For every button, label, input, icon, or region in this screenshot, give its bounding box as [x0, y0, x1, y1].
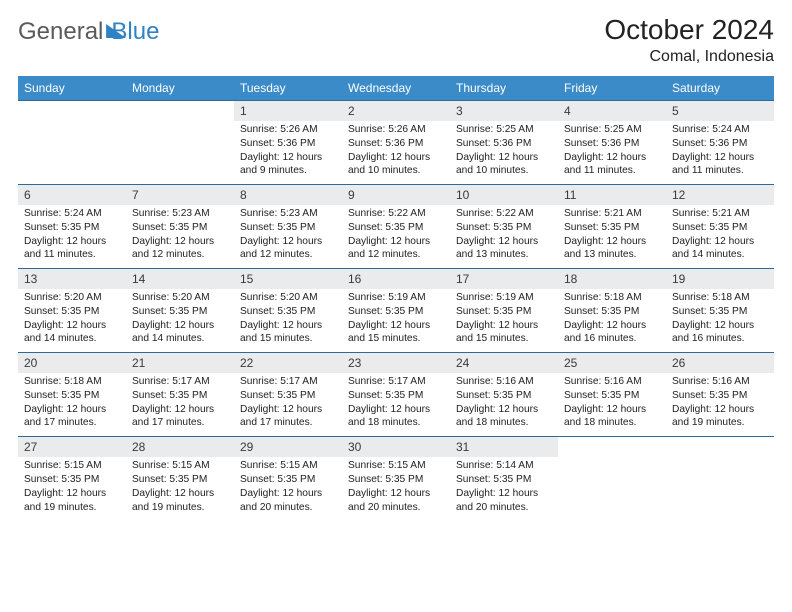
day-number: 24	[450, 353, 558, 374]
day-body-row: Sunrise: 5:24 AMSunset: 5:35 PMDaylight:…	[18, 205, 774, 269]
day-body-row: Sunrise: 5:26 AMSunset: 5:36 PMDaylight:…	[18, 121, 774, 185]
day-cell: Sunrise: 5:24 AMSunset: 5:36 PMDaylight:…	[666, 121, 774, 185]
day-cell: Sunrise: 5:18 AMSunset: 5:35 PMDaylight:…	[18, 373, 126, 437]
day-body-row: Sunrise: 5:15 AMSunset: 5:35 PMDaylight:…	[18, 457, 774, 520]
day-number: 14	[126, 269, 234, 290]
day-number: 30	[342, 437, 450, 458]
day-number-row: 2728293031	[18, 437, 774, 458]
day-cell: Sunrise: 5:17 AMSunset: 5:35 PMDaylight:…	[234, 373, 342, 437]
day-number: 15	[234, 269, 342, 290]
day-number: 25	[558, 353, 666, 374]
day-cell: Sunrise: 5:23 AMSunset: 5:35 PMDaylight:…	[234, 205, 342, 269]
day-cell: Sunrise: 5:22 AMSunset: 5:35 PMDaylight:…	[342, 205, 450, 269]
month-title: October 2024	[604, 14, 774, 46]
day-cell: Sunrise: 5:20 AMSunset: 5:35 PMDaylight:…	[234, 289, 342, 353]
day-number: 16	[342, 269, 450, 290]
day-number-row: 13141516171819	[18, 269, 774, 290]
day-number: 17	[450, 269, 558, 290]
day-header: Saturday	[666, 76, 774, 101]
day-number: 31	[450, 437, 558, 458]
logo-word1: General	[18, 18, 103, 46]
day-number: 13	[18, 269, 126, 290]
day-cell: Sunrise: 5:15 AMSunset: 5:35 PMDaylight:…	[126, 457, 234, 520]
calendar-table: SundayMondayTuesdayWednesdayThursdayFrid…	[18, 76, 774, 520]
day-cell: Sunrise: 5:23 AMSunset: 5:35 PMDaylight:…	[126, 205, 234, 269]
day-number: 1	[234, 101, 342, 122]
day-number: 2	[342, 101, 450, 122]
day-number: 6	[18, 185, 126, 206]
day-cell: Sunrise: 5:26 AMSunset: 5:36 PMDaylight:…	[234, 121, 342, 185]
day-cell	[126, 121, 234, 185]
day-number-row: 20212223242526	[18, 353, 774, 374]
day-number	[18, 101, 126, 122]
day-number: 27	[18, 437, 126, 458]
day-cell: Sunrise: 5:21 AMSunset: 5:35 PMDaylight:…	[558, 205, 666, 269]
title-block: October 2024 Comal, Indonesia	[604, 14, 774, 66]
day-cell	[558, 457, 666, 520]
day-header: Thursday	[450, 76, 558, 101]
day-cell: Sunrise: 5:21 AMSunset: 5:35 PMDaylight:…	[666, 205, 774, 269]
day-number: 26	[666, 353, 774, 374]
day-cell	[666, 457, 774, 520]
day-cell: Sunrise: 5:15 AMSunset: 5:35 PMDaylight:…	[18, 457, 126, 520]
day-header: Wednesday	[342, 76, 450, 101]
day-cell: Sunrise: 5:16 AMSunset: 5:35 PMDaylight:…	[558, 373, 666, 437]
day-cell: Sunrise: 5:16 AMSunset: 5:35 PMDaylight:…	[450, 373, 558, 437]
day-cell: Sunrise: 5:25 AMSunset: 5:36 PMDaylight:…	[450, 121, 558, 185]
day-cell: Sunrise: 5:19 AMSunset: 5:35 PMDaylight:…	[450, 289, 558, 353]
day-number: 11	[558, 185, 666, 206]
day-cell: Sunrise: 5:26 AMSunset: 5:36 PMDaylight:…	[342, 121, 450, 185]
day-cell: Sunrise: 5:18 AMSunset: 5:35 PMDaylight:…	[666, 289, 774, 353]
page-header: General Blue October 2024 Comal, Indones…	[18, 14, 774, 66]
day-body-row: Sunrise: 5:18 AMSunset: 5:35 PMDaylight:…	[18, 373, 774, 437]
day-cell: Sunrise: 5:17 AMSunset: 5:35 PMDaylight:…	[126, 373, 234, 437]
day-header: Tuesday	[234, 76, 342, 101]
day-number: 18	[558, 269, 666, 290]
day-cell: Sunrise: 5:17 AMSunset: 5:35 PMDaylight:…	[342, 373, 450, 437]
day-number: 10	[450, 185, 558, 206]
day-number: 23	[342, 353, 450, 374]
day-number: 19	[666, 269, 774, 290]
day-number: 28	[126, 437, 234, 458]
day-number: 22	[234, 353, 342, 374]
location: Comal, Indonesia	[604, 48, 774, 66]
day-body-row: Sunrise: 5:20 AMSunset: 5:35 PMDaylight:…	[18, 289, 774, 353]
day-number: 21	[126, 353, 234, 374]
day-header-row: SundayMondayTuesdayWednesdayThursdayFrid…	[18, 76, 774, 101]
day-number-row: 12345	[18, 101, 774, 122]
day-number: 3	[450, 101, 558, 122]
logo: General Blue	[18, 14, 159, 46]
day-cell: Sunrise: 5:19 AMSunset: 5:35 PMDaylight:…	[342, 289, 450, 353]
day-cell: Sunrise: 5:14 AMSunset: 5:35 PMDaylight:…	[450, 457, 558, 520]
day-number: 9	[342, 185, 450, 206]
day-cell: Sunrise: 5:22 AMSunset: 5:35 PMDaylight:…	[450, 205, 558, 269]
day-cell: Sunrise: 5:20 AMSunset: 5:35 PMDaylight:…	[126, 289, 234, 353]
day-cell: Sunrise: 5:15 AMSunset: 5:35 PMDaylight:…	[342, 457, 450, 520]
day-number	[126, 101, 234, 122]
day-number: 20	[18, 353, 126, 374]
day-number: 5	[666, 101, 774, 122]
day-cell: Sunrise: 5:18 AMSunset: 5:35 PMDaylight:…	[558, 289, 666, 353]
day-number: 12	[666, 185, 774, 206]
day-cell: Sunrise: 5:25 AMSunset: 5:36 PMDaylight:…	[558, 121, 666, 185]
logo-triangle-icon	[106, 24, 126, 38]
day-header: Friday	[558, 76, 666, 101]
day-number: 8	[234, 185, 342, 206]
day-number: 4	[558, 101, 666, 122]
day-cell: Sunrise: 5:16 AMSunset: 5:35 PMDaylight:…	[666, 373, 774, 437]
day-cell: Sunrise: 5:20 AMSunset: 5:35 PMDaylight:…	[18, 289, 126, 353]
day-header: Sunday	[18, 76, 126, 101]
day-number	[666, 437, 774, 458]
day-number	[558, 437, 666, 458]
day-number: 29	[234, 437, 342, 458]
day-cell	[18, 121, 126, 185]
day-cell: Sunrise: 5:24 AMSunset: 5:35 PMDaylight:…	[18, 205, 126, 269]
day-cell: Sunrise: 5:15 AMSunset: 5:35 PMDaylight:…	[234, 457, 342, 520]
day-number: 7	[126, 185, 234, 206]
day-header: Monday	[126, 76, 234, 101]
day-number-row: 6789101112	[18, 185, 774, 206]
